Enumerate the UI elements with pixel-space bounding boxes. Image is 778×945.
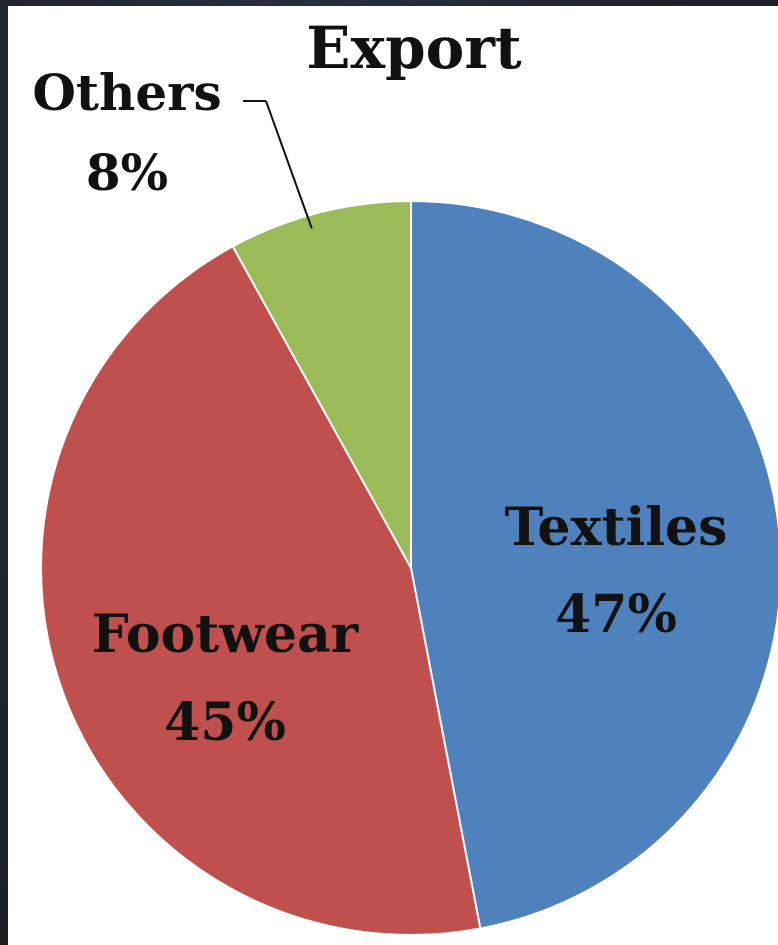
slice-label-footwear: Footwear [92,604,359,665]
others-leader-line [265,100,313,229]
slice-label-textiles: Textiles [505,497,728,558]
slice-value-others: 8% [86,143,168,202]
slice-value-footwear: 45% [164,692,286,753]
slice-labels: Textiles 47% Footwear 45% Others 8% [32,63,727,753]
slice-value-textiles: 47% [555,584,677,645]
pie-slices [40,199,778,936]
pie-slice-others [231,199,412,572]
pie-slice-textiles [410,199,778,930]
chart-title: Export [306,14,522,82]
slice-label-others: Others [32,63,221,122]
pie-slice-footwear [40,245,482,936]
